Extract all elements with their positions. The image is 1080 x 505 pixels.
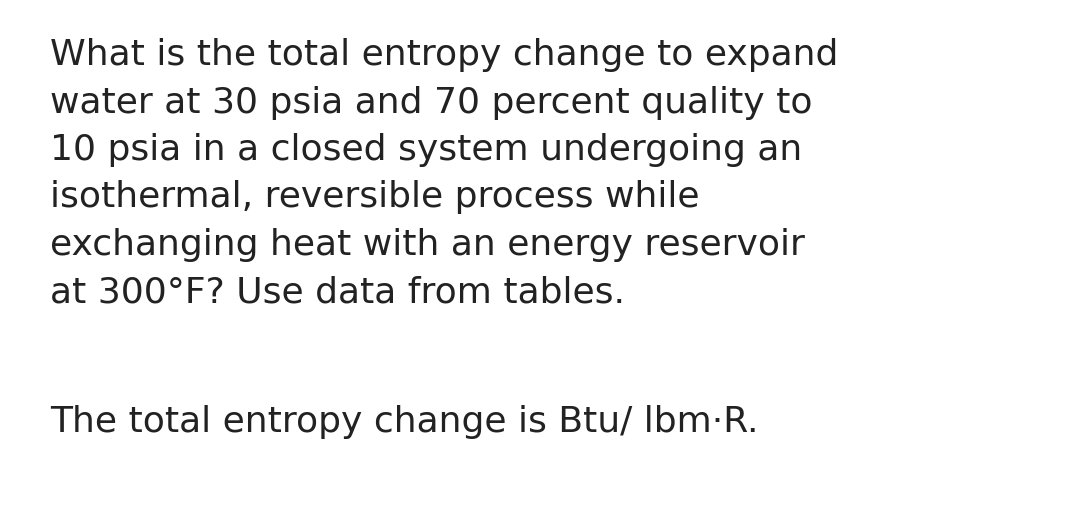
Text: What is the total entropy change to expand
water at 30 psia and 70 percent quali: What is the total entropy change to expa… xyxy=(50,38,838,309)
Text: The total entropy change is Btu/ lbm·R.: The total entropy change is Btu/ lbm·R. xyxy=(50,404,758,438)
